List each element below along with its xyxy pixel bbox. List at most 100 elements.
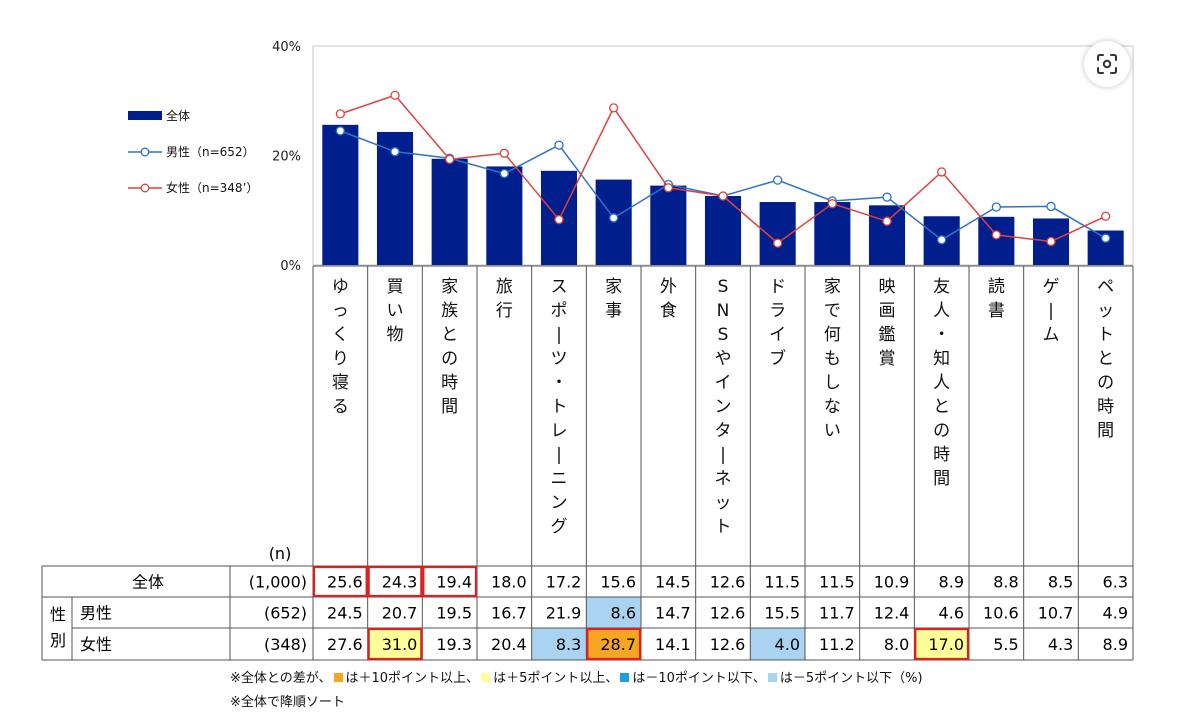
sort-note: ※全体で降順ソート (230, 695, 345, 710)
cell-value: 4.3 (1048, 635, 1073, 654)
bar (486, 166, 523, 265)
cell-value: 8.0 (884, 635, 909, 654)
legend-swatch-marker (140, 147, 150, 157)
row-label: 男性 (80, 604, 112, 623)
cell-value: 28.7 (600, 635, 636, 654)
cell-value: 21.9 (546, 604, 582, 623)
row-n: (1,000) (249, 573, 307, 592)
category-label: 家で何もしない (824, 277, 841, 441)
swatch-minus5 (767, 673, 777, 682)
category-label: ゆっくり寝る (332, 277, 349, 417)
cell-value: 17.0 (928, 635, 964, 654)
cell-value: 8.6 (611, 604, 636, 623)
bar (868, 205, 906, 265)
bar (814, 202, 851, 265)
cell-value: 10.9 (874, 573, 910, 592)
row-label: 全体 (132, 573, 164, 592)
category-label: 旅行 (496, 277, 513, 321)
series-point (773, 175, 783, 185)
cell-value: 8.9 (1103, 635, 1128, 654)
cell-value: 12.6 (710, 604, 746, 623)
category-label: 家族との時間 (441, 277, 458, 417)
y-tick-label: 0% (280, 259, 301, 274)
series-point (554, 140, 564, 150)
cell-value: 4.6 (939, 604, 964, 623)
cell-value: 31.0 (382, 635, 418, 654)
group-label: 性別 (50, 605, 66, 650)
series-point (609, 213, 619, 223)
cell-value: 10.7 (1038, 604, 1074, 623)
series-point (991, 202, 1001, 212)
cell-value: 19.3 (436, 635, 472, 654)
cell-value: 4.0 (775, 635, 800, 654)
cell-value: 12.4 (874, 604, 910, 623)
series-point (1046, 236, 1056, 247)
series-point (663, 183, 673, 193)
cell-fill (531, 628, 587, 660)
series-point (1046, 201, 1056, 212)
cell-value: 19.5 (436, 604, 472, 623)
series-point (445, 154, 455, 164)
cell-fill (914, 628, 969, 660)
cell-value: 20.7 (382, 604, 418, 623)
row-n: (652) (264, 604, 307, 623)
category-label: 友人・知人との時間 (933, 277, 950, 489)
category-label: 読書 (988, 277, 1005, 321)
note-minus5: は－5ポイント以下（%) (779, 671, 923, 686)
screenshot-icon (1097, 54, 1117, 74)
series-point (1101, 211, 1111, 221)
bar (978, 216, 1015, 265)
series-point (390, 147, 400, 157)
series-point (554, 214, 564, 225)
series-point (882, 216, 892, 226)
cell-value: 6.3 (1103, 573, 1128, 592)
screenshot-button[interactable] (1084, 41, 1130, 87)
category-label: ペットとの時間 (1097, 277, 1114, 441)
cell-value: 20.4 (491, 635, 527, 654)
series-point (1101, 233, 1111, 243)
series-point (335, 126, 345, 136)
cell-fill (367, 628, 423, 660)
cell-value: 11.5 (764, 573, 800, 592)
bar (431, 158, 468, 265)
cell-value: 11.7 (819, 604, 855, 623)
series-point (335, 109, 345, 119)
cell-value: 15.5 (764, 604, 800, 623)
series-point (609, 103, 619, 113)
cell-value: 14.1 (655, 635, 691, 654)
cell-highlight (914, 627, 970, 661)
cell-highlight (367, 627, 423, 661)
cell-value: 8.8 (993, 573, 1018, 592)
row-label: 女性 (80, 635, 112, 654)
category-label: S N S やインタ|ネット (715, 277, 732, 537)
cell-value: 11.2 (819, 635, 855, 654)
cell-highlight (312, 565, 368, 598)
legend-label: 全体 (166, 108, 190, 123)
swatch-minus10 (620, 673, 630, 682)
note-plus10: は＋10ポイント以上、 (345, 671, 480, 686)
row-n: (348) (264, 635, 307, 654)
cell-value: 19.4 (436, 573, 472, 592)
cell-fill (586, 597, 641, 628)
series-point (882, 192, 892, 202)
bar (704, 196, 742, 265)
legend-swatch-bar (128, 111, 162, 120)
series-point (390, 90, 400, 100)
legend-label: 男性（n=652） (166, 145, 255, 159)
series-point (773, 238, 783, 248)
swatch-plus5 (481, 673, 491, 682)
cell-value: 25.6 (327, 573, 363, 592)
series-point (937, 167, 947, 177)
bar (650, 185, 687, 265)
cell-highlight (422, 565, 478, 598)
n-header: (n) (269, 544, 292, 563)
series-point (718, 191, 728, 201)
y-tick-label: 20% (272, 150, 301, 165)
cell-value: 8.9 (939, 573, 964, 592)
cell-value: 15.6 (600, 573, 636, 592)
cell-value: 16.7 (491, 604, 527, 623)
cell-value: 8.5 (1048, 573, 1073, 592)
cell-value: 17.2 (546, 573, 582, 592)
category-label: ゲ|ム (1043, 277, 1060, 345)
